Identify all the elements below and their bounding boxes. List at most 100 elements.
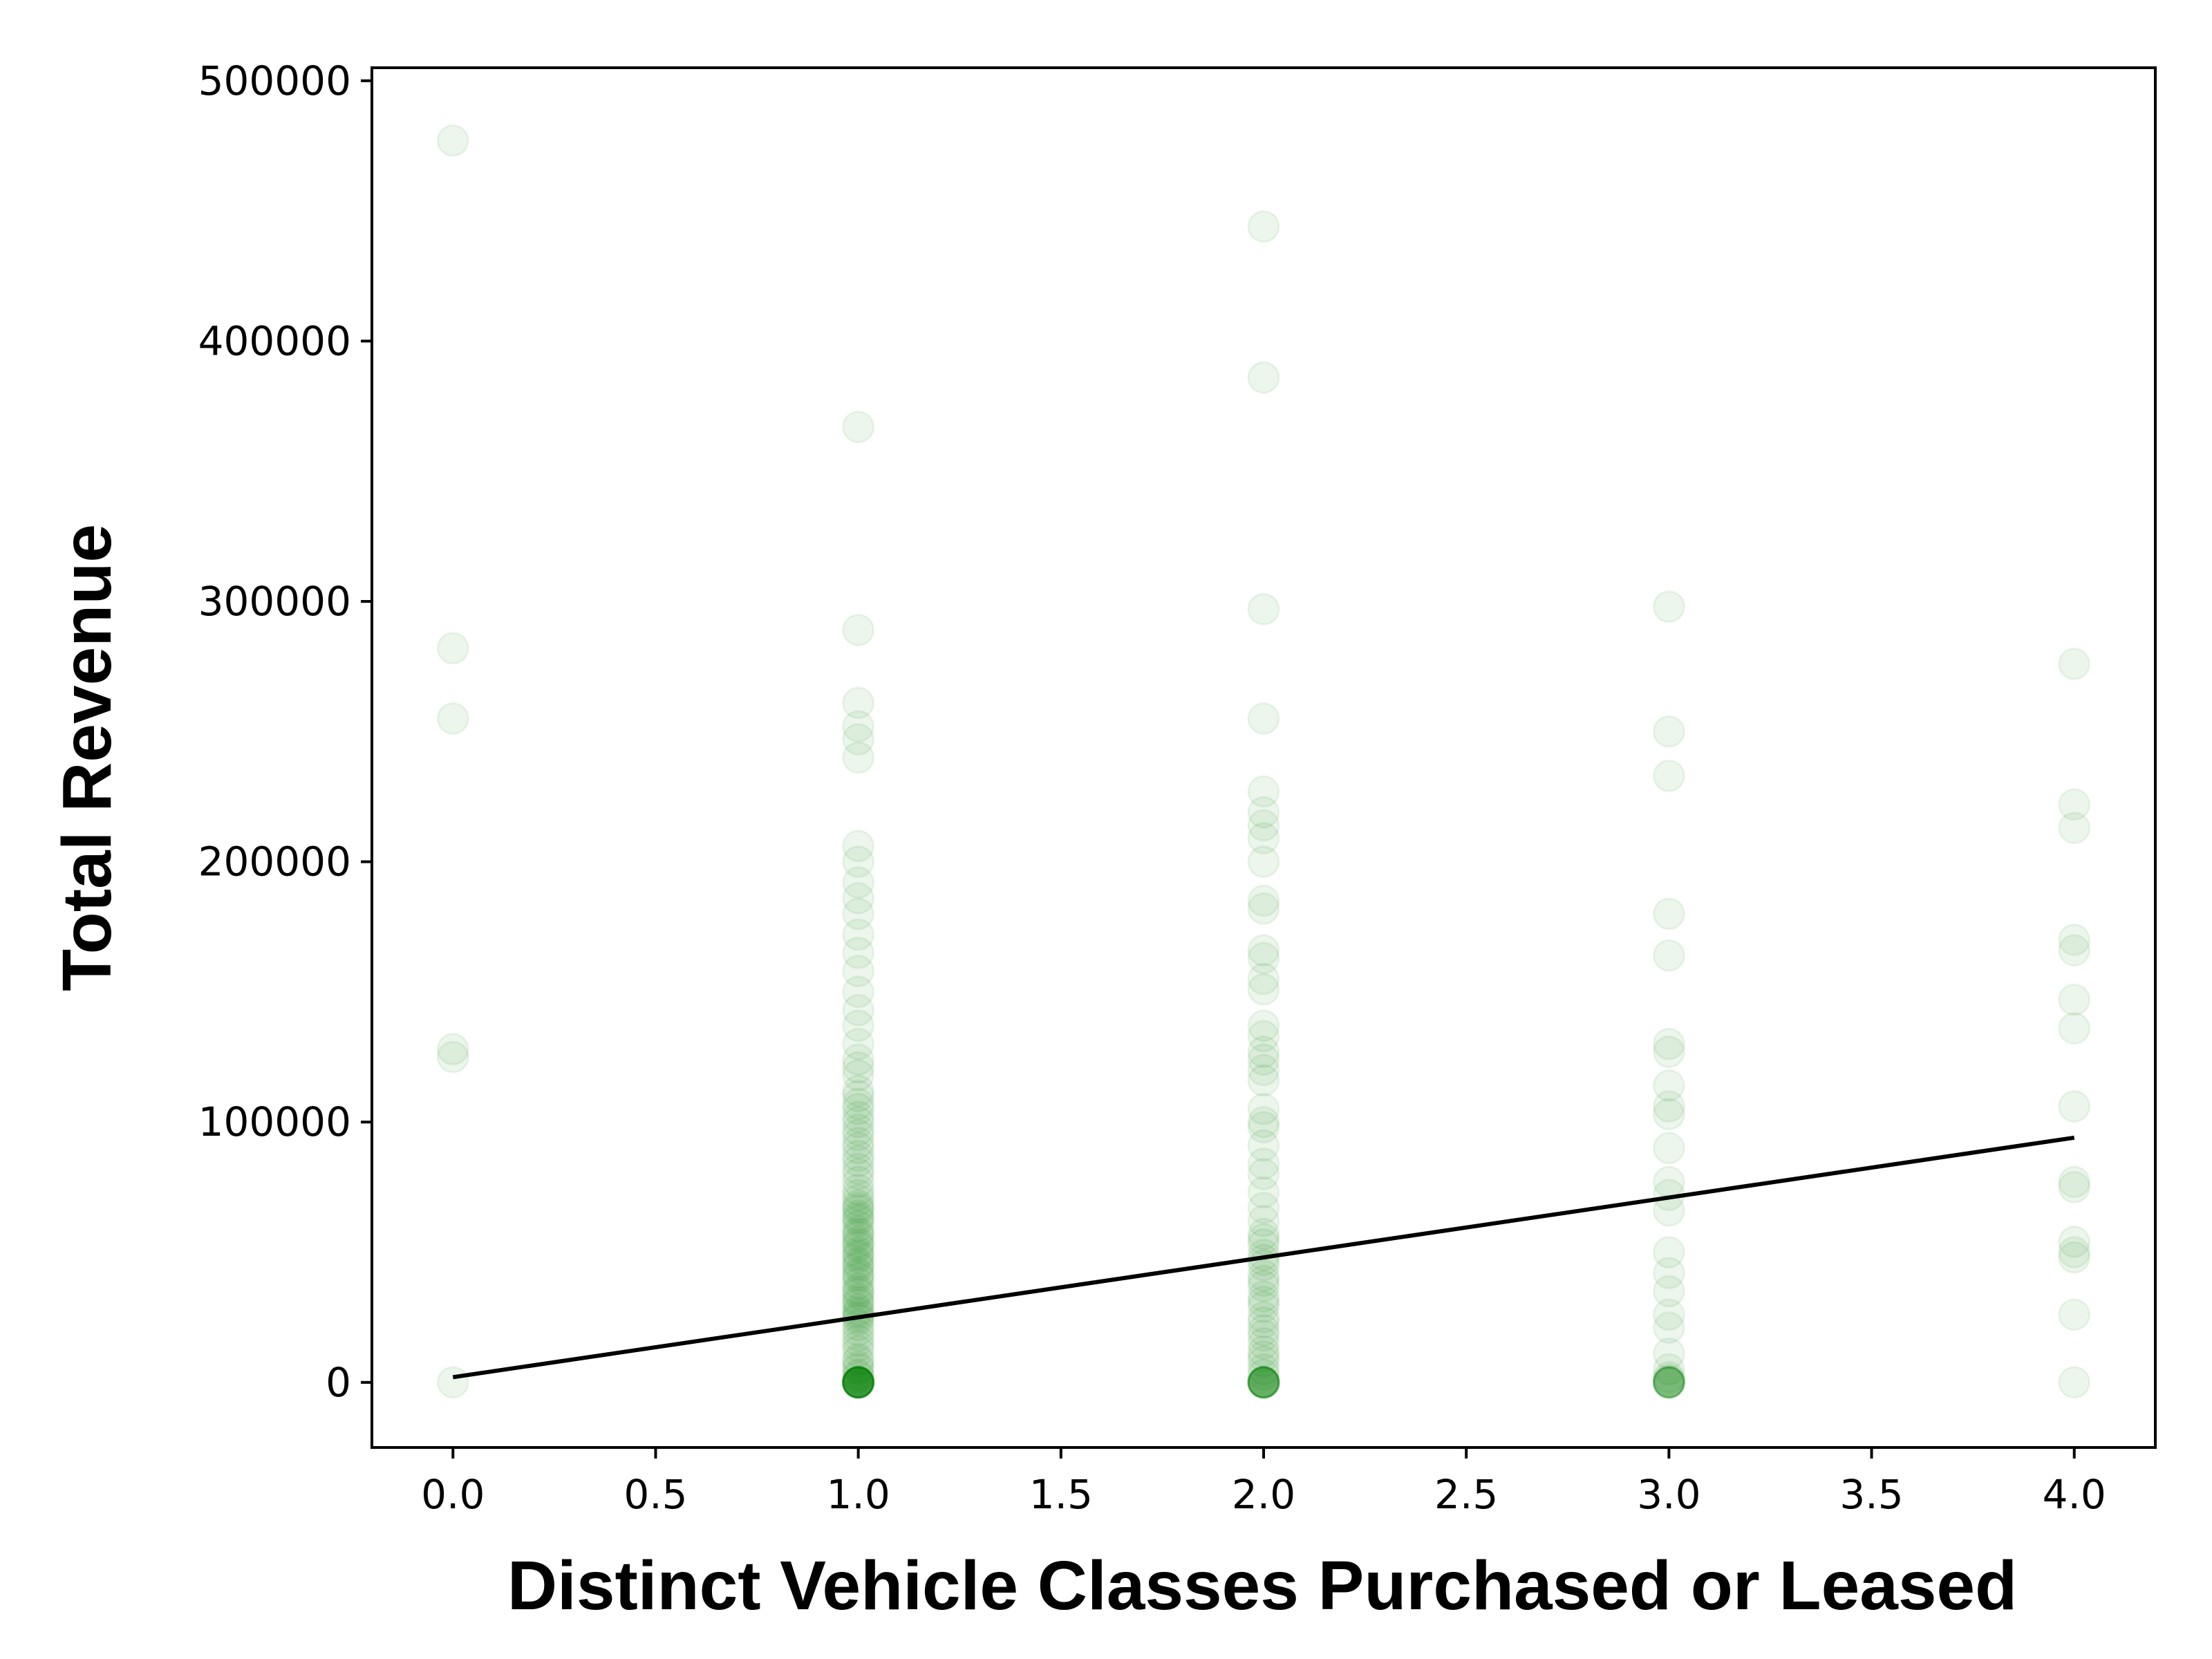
scatter-point bbox=[1652, 1090, 1685, 1123]
scatter-point bbox=[842, 1353, 875, 1386]
scatter-point bbox=[1652, 1363, 1685, 1396]
scatter-point bbox=[2058, 1366, 2091, 1399]
scatter-point bbox=[842, 1100, 875, 1134]
scatter-point bbox=[1247, 1345, 1280, 1378]
scatter-point bbox=[1247, 1204, 1280, 1237]
scatter-point bbox=[1247, 1340, 1280, 1373]
scatter-point bbox=[842, 1342, 875, 1376]
scatter-point bbox=[1247, 1285, 1280, 1318]
scatter-point bbox=[842, 1210, 875, 1243]
scatter-point bbox=[842, 845, 875, 879]
scatter-point bbox=[842, 723, 875, 756]
scatter-point bbox=[842, 1248, 875, 1282]
scatter-point bbox=[842, 1366, 875, 1399]
scatter-point bbox=[1247, 809, 1280, 842]
scatter-point bbox=[1652, 759, 1685, 792]
scatter-point bbox=[1652, 715, 1685, 748]
scatter-point bbox=[1247, 361, 1280, 394]
scatter-point bbox=[842, 1358, 875, 1391]
scatter-point bbox=[2058, 647, 2091, 680]
scatter-point bbox=[2058, 934, 2091, 967]
x-axis-ticks: 0.0 0.5 1.0 1.5 2.0 2.5 3.0 3.5 4.0 bbox=[421, 1447, 2106, 1518]
scatter-point bbox=[842, 1189, 875, 1222]
scatter-point bbox=[1247, 1280, 1280, 1313]
scatter-point bbox=[842, 1194, 875, 1227]
scatter-point bbox=[842, 1335, 875, 1368]
scatter-point bbox=[1247, 1335, 1280, 1368]
scatter-point bbox=[842, 686, 875, 720]
scatter-point bbox=[1247, 1366, 1280, 1399]
scatter-point bbox=[842, 1314, 875, 1347]
scatter-point bbox=[842, 1366, 875, 1399]
scatter-point bbox=[842, 1080, 875, 1113]
scatter-point bbox=[1247, 1366, 1280, 1399]
scatter-point bbox=[842, 1257, 875, 1290]
scatter-point bbox=[1652, 1366, 1685, 1399]
scatter-point bbox=[1247, 1020, 1280, 1053]
scatter-point bbox=[1247, 1043, 1280, 1076]
scatter-point bbox=[842, 1366, 875, 1399]
scatter-point bbox=[842, 1259, 875, 1292]
scatter-point bbox=[436, 124, 469, 157]
y-tick-label: 0 bbox=[326, 1359, 351, 1406]
y-axis-ticks: 0 100000 200000 300000 400000 500000 bbox=[198, 57, 372, 1406]
scatter-point bbox=[1247, 1035, 1280, 1069]
scatter-point bbox=[842, 1152, 875, 1185]
scatter-point bbox=[842, 1366, 875, 1399]
scatter-point bbox=[842, 1043, 875, 1076]
scatter-point bbox=[842, 710, 875, 743]
scatter-point bbox=[842, 1366, 875, 1399]
scatter-point bbox=[1652, 1360, 1685, 1394]
scatter-point bbox=[1652, 1337, 1685, 1370]
scatter-point bbox=[1247, 1259, 1280, 1292]
scatter-point bbox=[1247, 884, 1280, 917]
scatter-point bbox=[842, 1126, 875, 1159]
scatter-point bbox=[842, 1366, 875, 1399]
scatter-point bbox=[842, 1105, 875, 1138]
scatter-point bbox=[1247, 1158, 1280, 1191]
scatter-point bbox=[842, 1288, 875, 1321]
scatter-point bbox=[842, 1051, 875, 1084]
scatter-point bbox=[842, 411, 875, 444]
scatter-point bbox=[842, 830, 875, 863]
scatter-point bbox=[842, 1202, 875, 1235]
scatter-point bbox=[1247, 845, 1280, 879]
scatter-point bbox=[842, 1267, 875, 1300]
scatter-point bbox=[2058, 1170, 2091, 1203]
scatter-point bbox=[1247, 210, 1280, 243]
y-tick-label: 500000 bbox=[198, 57, 351, 104]
scatter-point bbox=[842, 1220, 875, 1253]
y-tick-label: 300000 bbox=[198, 578, 351, 625]
y-tick-label: 200000 bbox=[198, 838, 351, 885]
scatter-point bbox=[842, 1059, 875, 1091]
scatter-point bbox=[1652, 1366, 1685, 1399]
scatter-point bbox=[436, 702, 469, 735]
scatter-point bbox=[842, 937, 875, 969]
scatter-point bbox=[842, 1366, 875, 1399]
scatter-point bbox=[842, 1009, 875, 1042]
scatter-point bbox=[1652, 1027, 1685, 1060]
scatter-point bbox=[842, 1345, 875, 1378]
scatter-point bbox=[842, 1139, 875, 1172]
y-tick-label: 100000 bbox=[198, 1098, 351, 1145]
scatter-point bbox=[1247, 1366, 1280, 1399]
scatter-point bbox=[1652, 1366, 1685, 1399]
scatter-point bbox=[842, 918, 875, 951]
scatter-point bbox=[1247, 1353, 1280, 1386]
scatter-point bbox=[1247, 592, 1280, 626]
scatter-point bbox=[1652, 1275, 1685, 1308]
scatter-point bbox=[1652, 1366, 1685, 1399]
scatter-point bbox=[842, 1192, 875, 1224]
scatter-point bbox=[1247, 1223, 1280, 1256]
trend-line bbox=[452, 1135, 2075, 1380]
scatter-point bbox=[2058, 1226, 2091, 1258]
scatter-point bbox=[1247, 702, 1280, 735]
scatter-point bbox=[1247, 1366, 1280, 1399]
scatter-point bbox=[1247, 1366, 1280, 1399]
scatter-point bbox=[842, 1366, 875, 1399]
scatter-point bbox=[842, 955, 875, 988]
scatter-point bbox=[1247, 1301, 1280, 1334]
scatter-point bbox=[842, 1366, 875, 1399]
scatter-point bbox=[1247, 1270, 1280, 1302]
